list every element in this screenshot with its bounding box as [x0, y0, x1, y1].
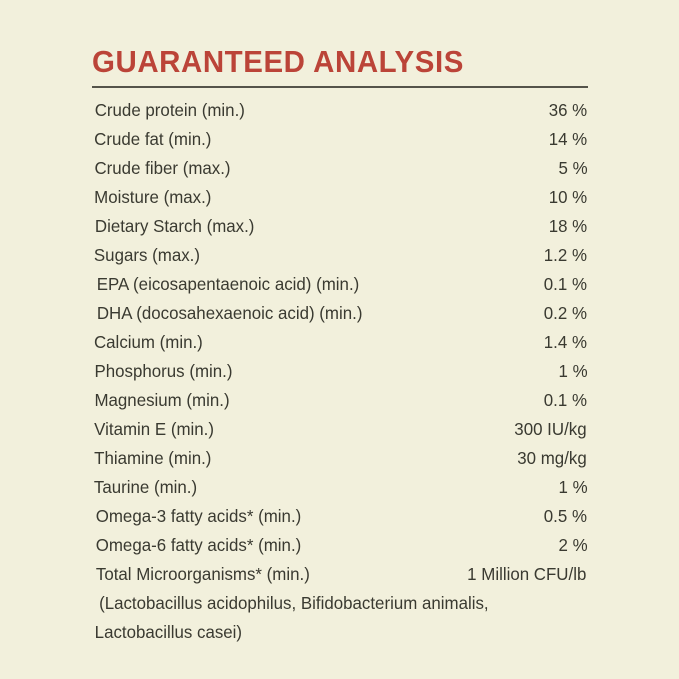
dot-leader — [217, 418, 512, 436]
guaranteed-analysis-panel: GUARANTEED ANALYSIS Crude protein (min.)… — [92, 44, 588, 647]
nutrient-label: Moisture (max.) — [94, 187, 212, 207]
nutrient-label: Magnesium (min.) — [94, 390, 230, 410]
dot-leader — [236, 360, 557, 378]
nutrient-value: 1 % — [558, 477, 588, 497]
title-divider — [92, 86, 588, 88]
nutrient-label: DHA (docosahexaenoic acid) (min.) — [96, 303, 363, 323]
nutrient-label: Calcium (min.) — [93, 332, 203, 352]
nutrient-value: 0.2 % — [544, 303, 588, 323]
dot-leader — [215, 128, 548, 146]
dot-leader — [258, 215, 547, 233]
dot-leader — [233, 389, 542, 407]
table-row: DHA (docosahexaenoic acid) (min.) 0.2 % — [92, 299, 588, 328]
table-row: Omega-3 fatty acids* (min.) 0.5 % — [92, 502, 588, 531]
nutrient-label: Crude protein (min.) — [94, 100, 245, 120]
table-row: Calcium (min.) 1.4 % — [92, 328, 588, 357]
nutrient-value: 10 % — [548, 187, 588, 207]
nutrient-label: Sugars (max.) — [93, 245, 200, 265]
nutrient-label: EPA (eicosapentaenoic acid) (min.) — [96, 274, 360, 294]
dot-leader — [215, 447, 515, 465]
table-row: Magnesium (min.) 0.1 % — [92, 386, 588, 415]
dot-leader — [206, 331, 542, 349]
nutrient-value: 30 mg/kg — [517, 448, 587, 468]
nutrient-value: 1.2 % — [544, 245, 588, 265]
footnote-line: (Lactobacillus acidophilus, Bifidobacter… — [92, 589, 588, 618]
nutrient-label: Crude fiber (max.) — [94, 158, 231, 178]
nutrient-value: 0.1 % — [544, 274, 588, 294]
nutrient-label: Omega-6 fatty acids* (min.) — [95, 535, 302, 555]
nutrient-label: Taurine (min.) — [93, 477, 198, 497]
dot-leader — [249, 99, 547, 117]
analysis-table: Crude protein (min.) 36 % Crude fat (min.)… — [92, 96, 588, 589]
table-row: Moisture (max.) 10 % — [92, 183, 588, 212]
nutrient-label: Total Microorganisms* (min.) — [95, 564, 310, 584]
table-row: EPA (eicosapentaenoic acid) (min.) 0.1 % — [92, 270, 588, 299]
dot-leader — [234, 157, 557, 175]
nutrient-value: 300 IU/kg — [514, 419, 587, 439]
nutrient-value: 1 % — [558, 361, 588, 381]
dot-leader — [306, 534, 557, 552]
nutrient-label: Phosphorus (min.) — [94, 361, 233, 381]
nutrient-value: 14 % — [548, 129, 588, 149]
nutrient-value: 0.5 % — [544, 506, 588, 526]
table-row: Sugars (max.) 1.2 % — [92, 241, 588, 270]
dot-leader — [306, 505, 542, 523]
nutrient-value: 1.4 % — [544, 332, 588, 352]
table-row: Crude fat (min.) 14 % — [92, 125, 588, 154]
footnote-text: (Lactobacillus acidophilus, Bifidobacter… — [99, 593, 489, 613]
table-row: Taurine (min.) 1 % — [92, 473, 588, 502]
table-row: Crude fiber (max.) 5 % — [92, 154, 588, 183]
nutrient-value: 0.1 % — [544, 390, 588, 410]
table-row: Thiamine (min.) 30 mg/kg — [92, 444, 588, 473]
footnote-line: Lactobacillus casei) — [92, 618, 588, 647]
nutrient-value: 1 Million CFU/lb — [466, 564, 586, 584]
nutrient-label: Thiamine (min.) — [94, 448, 212, 468]
footnote-text: Lactobacillus casei) — [94, 622, 243, 642]
footnote-block: (Lactobacillus acidophilus, Bifidobacter… — [92, 589, 588, 647]
table-row: Crude protein (min.) 36 % — [92, 96, 588, 125]
nutrient-label: Dietary Starch (max.) — [94, 216, 255, 236]
nutrient-label: Crude fat (min.) — [94, 129, 212, 149]
dot-leader — [215, 186, 548, 204]
nutrient-label: Vitamin E (min.) — [94, 419, 214, 439]
nutrient-label: Omega-3 fatty acids* (min.) — [95, 506, 302, 526]
nutrient-value: 18 % — [548, 216, 588, 236]
table-row: Phosphorus (min.) 1 % — [92, 357, 588, 386]
dot-leader — [368, 302, 542, 320]
dot-leader — [315, 563, 464, 581]
table-row: Vitamin E (min.) 300 IU/kg — [92, 415, 588, 444]
table-row: Total Microorganisms* (min.) 1 Million CF… — [92, 560, 588, 589]
table-row: Dietary Starch (max.) 18 % — [92, 212, 588, 241]
page-title: GUARANTEED ANALYSIS — [92, 44, 464, 79]
table-row: Omega-6 fatty acids* (min.) 2 % — [92, 531, 588, 560]
dot-leader — [200, 476, 557, 494]
nutrient-value: 5 % — [558, 158, 588, 178]
nutrient-value: 2 % — [558, 535, 588, 555]
dot-leader — [365, 273, 542, 291]
dot-leader — [203, 244, 542, 262]
nutrient-value: 36 % — [548, 100, 588, 120]
